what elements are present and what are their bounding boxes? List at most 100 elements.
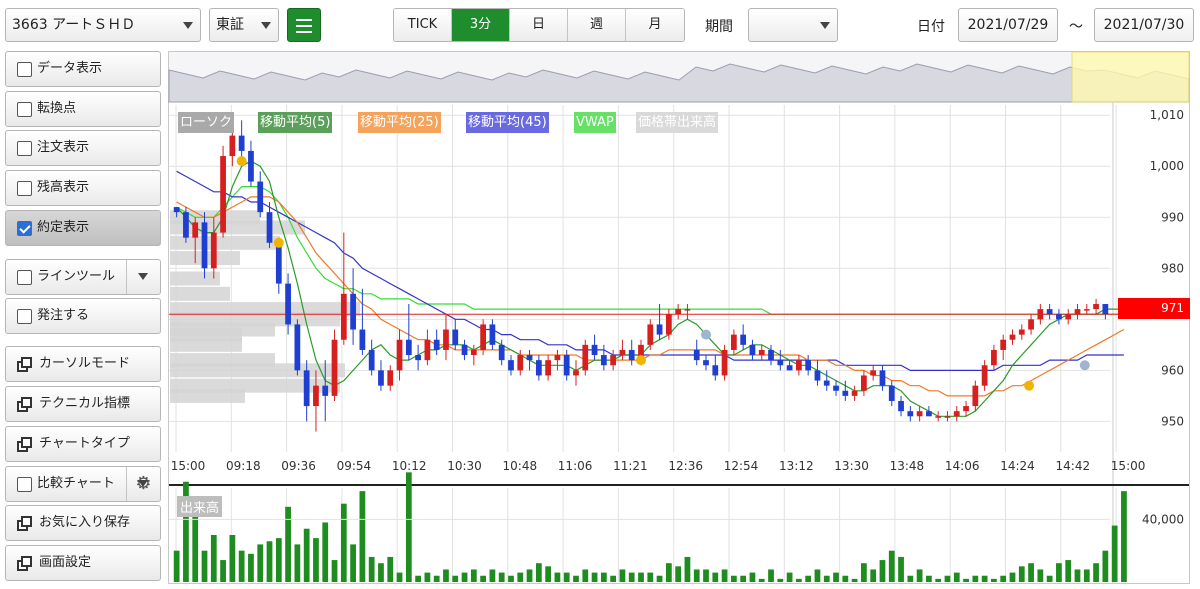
candle-body bbox=[387, 370, 394, 386]
legend-item-2[interactable]: 移動平均(25) bbox=[358, 112, 441, 133]
interval-tab-4[interactable]: 月 bbox=[626, 9, 684, 41]
volume-bar bbox=[1000, 575, 1007, 582]
legend-item-1[interactable]: 移動平均(5) bbox=[258, 112, 333, 133]
sidebar-bottom-0[interactable]: お気に入り保存 bbox=[5, 505, 161, 541]
volume-profile-bar bbox=[170, 322, 275, 337]
volume-bar bbox=[220, 560, 226, 582]
checkbox-icon[interactable] bbox=[17, 270, 32, 285]
candle-body bbox=[656, 324, 663, 335]
checkbox-icon[interactable] bbox=[17, 181, 32, 196]
candle-body bbox=[396, 339, 403, 371]
candle-body bbox=[517, 355, 524, 371]
volume-bar bbox=[452, 575, 459, 582]
volume-bar bbox=[573, 575, 579, 582]
interval-tab-3[interactable]: 週 bbox=[568, 9, 626, 41]
volume-bar bbox=[591, 572, 598, 582]
candle-body bbox=[183, 212, 189, 238]
line-tool-button[interactable]: ラインツール bbox=[5, 259, 161, 295]
candle-body bbox=[192, 222, 199, 238]
volume-bar bbox=[833, 572, 839, 582]
volume-bar bbox=[991, 578, 997, 582]
x-tick-label: 14:06 bbox=[945, 459, 980, 473]
volume-bar bbox=[972, 575, 979, 582]
candle-body bbox=[526, 355, 533, 361]
interval-tab-0[interactable]: TICK bbox=[394, 9, 452, 41]
volume-bar bbox=[842, 575, 849, 582]
x-tick-label: 13:12 bbox=[779, 459, 814, 473]
candle-body bbox=[294, 324, 301, 371]
checkbox-icon[interactable] bbox=[17, 309, 32, 324]
sidebar-action-1[interactable]: テクニカル指標 bbox=[5, 386, 161, 422]
interval-tab-1[interactable]: 3分 bbox=[452, 9, 510, 41]
checkbox-icon[interactable] bbox=[17, 141, 32, 156]
interval-tab-2[interactable]: 日 bbox=[510, 9, 568, 41]
list-button[interactable] bbox=[287, 8, 321, 42]
candle-body bbox=[907, 411, 914, 417]
volume-bar bbox=[359, 491, 366, 582]
sidebar-check-0[interactable]: データ表示 bbox=[5, 51, 161, 87]
volume-bar bbox=[368, 556, 375, 582]
volume-bar bbox=[303, 528, 310, 582]
volume-bar bbox=[1111, 525, 1118, 582]
volume-bar bbox=[1028, 563, 1034, 582]
candle-body bbox=[749, 344, 756, 356]
send-order-button[interactable]: 発注する bbox=[5, 298, 161, 334]
volume-bar bbox=[443, 569, 449, 582]
volume-bar bbox=[730, 575, 737, 582]
candle-body bbox=[461, 344, 468, 356]
chevron-down-icon[interactable] bbox=[126, 260, 160, 294]
sidebar-action-0[interactable]: カーソルモード bbox=[5, 346, 161, 382]
symbol-select[interactable]: 3663 アートＳＨＤ bbox=[5, 8, 201, 42]
volume-bar bbox=[1056, 563, 1062, 582]
candle-body bbox=[498, 344, 505, 361]
sidebar-label: カーソルモード bbox=[39, 356, 131, 371]
volume-bar bbox=[963, 578, 969, 582]
candle-body bbox=[359, 329, 366, 350]
volume-bar bbox=[1102, 550, 1109, 582]
x-tick-label: 09:36 bbox=[281, 459, 316, 473]
candle-body bbox=[768, 349, 774, 361]
x-tick-label: 12:36 bbox=[668, 459, 703, 473]
market-select[interactable]: 東証 bbox=[209, 8, 279, 42]
gear-icon[interactable]: ⚙ bbox=[126, 467, 160, 501]
candle-body bbox=[953, 411, 960, 417]
checkbox-icon[interactable] bbox=[17, 477, 32, 492]
candle-body bbox=[433, 339, 440, 350]
candle-body bbox=[916, 411, 923, 417]
sidebar-action-2[interactable]: チャートタイプ bbox=[5, 426, 161, 462]
checkbox-checked-icon[interactable] bbox=[17, 221, 32, 236]
legend-item-3[interactable]: 移動平均(45) bbox=[466, 112, 549, 133]
checkbox-icon[interactable] bbox=[17, 62, 32, 77]
volume-bar bbox=[926, 575, 932, 582]
volume-bar bbox=[953, 572, 960, 582]
date-to-input[interactable]: 2021/07/30 bbox=[1094, 8, 1194, 42]
x-tick-label: 10:30 bbox=[447, 459, 482, 473]
sidebar-check-4[interactable]: 約定表示 bbox=[5, 210, 161, 246]
candle-body bbox=[1083, 309, 1090, 311]
sidebar-check-2[interactable]: 注文表示 bbox=[5, 130, 161, 166]
period-select[interactable] bbox=[748, 8, 838, 42]
sidebar-bottom-1[interactable]: 画面設定 bbox=[5, 545, 161, 581]
sidebar-check-3[interactable]: 残高表示 bbox=[5, 170, 161, 206]
compare-chart-button[interactable]: 比較チャート ⚙ bbox=[5, 466, 161, 502]
volume-bar bbox=[378, 563, 384, 582]
checkbox-icon[interactable] bbox=[17, 102, 32, 117]
volume-bar bbox=[796, 578, 802, 582]
volume-bar bbox=[768, 569, 774, 582]
volume-bar bbox=[433, 575, 440, 582]
legend-item-4[interactable]: VWAP bbox=[574, 112, 616, 133]
candle-body bbox=[1074, 309, 1081, 315]
candle-body bbox=[879, 370, 886, 386]
period-label: 期間 bbox=[705, 19, 733, 35]
legend-item-0[interactable]: ローソク bbox=[178, 112, 235, 133]
volume-bar bbox=[656, 575, 663, 582]
sidebar-label: 残高表示 bbox=[37, 180, 90, 195]
sidebar-check-1[interactable]: 転換点 bbox=[5, 91, 161, 127]
volume-profile-bar bbox=[170, 235, 280, 250]
window-icon bbox=[17, 556, 33, 572]
legend-item-5[interactable]: 価格帯出来高 bbox=[636, 112, 719, 133]
date-from-input[interactable]: 2021/07/29 bbox=[958, 8, 1058, 42]
candle-body bbox=[833, 385, 839, 391]
volume-bar bbox=[201, 550, 208, 582]
